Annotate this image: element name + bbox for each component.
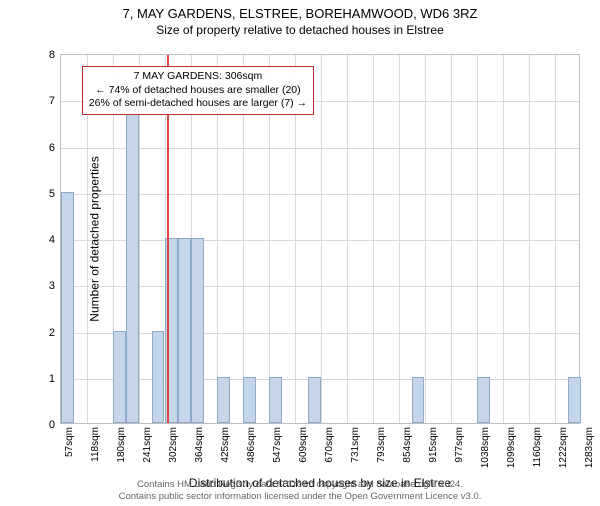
plot-area: 01234567857sqm118sqm180sqm241sqm302sqm36… — [60, 54, 580, 424]
histogram-bar — [152, 331, 165, 424]
x-tick-label: 1099sqm — [506, 427, 517, 468]
chart-subtitle: Size of property relative to detached ho… — [0, 23, 600, 37]
histogram-bar — [412, 377, 425, 423]
x-tick-label: 670sqm — [324, 427, 335, 463]
grid-line-v — [347, 55, 348, 423]
y-tick-label: 0 — [49, 419, 55, 431]
histogram-bar — [126, 99, 139, 423]
annotation-box: 7 MAY GARDENS: 306sqm← 74% of detached h… — [82, 66, 314, 115]
y-axis-label: Number of detached properties — [88, 156, 102, 321]
chart-title: 7, MAY GARDENS, ELSTREE, BOREHAMWOOD, WD… — [0, 6, 600, 21]
x-tick-label: 547sqm — [272, 427, 283, 463]
x-tick-label: 793sqm — [376, 427, 387, 463]
x-tick-label: 425sqm — [220, 427, 231, 463]
histogram-bar — [243, 377, 256, 423]
y-tick-label: 2 — [49, 327, 55, 339]
x-tick-label: 302sqm — [168, 427, 179, 463]
annotation-line: 7 MAY GARDENS: 306sqm — [89, 70, 307, 84]
histogram-bar — [568, 377, 581, 423]
x-tick-label: 1160sqm — [532, 427, 543, 467]
x-tick-label: 1038sqm — [480, 427, 491, 468]
x-tick-label: 486sqm — [246, 427, 257, 463]
x-tick-label: 609sqm — [298, 427, 309, 463]
x-tick-label: 977sqm — [454, 427, 465, 463]
grid-line-v — [555, 55, 556, 423]
annotation-line: 26% of semi-detached houses are larger (… — [89, 97, 307, 111]
y-tick-label: 6 — [49, 142, 55, 154]
x-tick-label: 854sqm — [402, 427, 413, 463]
histogram-bar — [178, 238, 191, 423]
footer-line-2: Contains public sector information licen… — [0, 491, 600, 503]
x-tick-label: 915sqm — [428, 427, 439, 463]
x-tick-label: 118sqm — [90, 427, 101, 462]
y-tick-label: 3 — [49, 280, 55, 292]
grid-line-v — [321, 55, 322, 423]
grid-line-v — [373, 55, 374, 423]
x-tick-label: 1283sqm — [584, 427, 595, 468]
grid-line-v — [529, 55, 530, 423]
x-tick-label: 1222sqm — [558, 427, 569, 468]
grid-line-v — [503, 55, 504, 423]
chart-area: 01234567857sqm118sqm180sqm241sqm302sqm36… — [60, 54, 580, 424]
histogram-bar — [217, 377, 230, 423]
grid-line-v — [425, 55, 426, 423]
x-tick-label: 731sqm — [350, 427, 361, 463]
y-tick-label: 7 — [49, 95, 55, 107]
annotation-line: ← 74% of detached houses are smaller (20… — [89, 84, 307, 98]
grid-line-v — [451, 55, 452, 423]
grid-line-v — [477, 55, 478, 423]
histogram-bar — [113, 331, 126, 424]
y-tick-label: 4 — [49, 234, 55, 246]
grid-line-v — [399, 55, 400, 423]
histogram-bar — [308, 377, 321, 423]
x-tick-label: 241sqm — [142, 427, 153, 463]
histogram-bar — [61, 192, 74, 423]
histogram-bar — [477, 377, 490, 423]
histogram-bar — [191, 238, 204, 423]
y-tick-label: 8 — [49, 49, 55, 61]
x-tick-label: 364sqm — [194, 427, 205, 463]
footer-line-1: Contains HM Land Registry data © Crown c… — [0, 479, 600, 491]
footer: Contains HM Land Registry data © Crown c… — [0, 479, 600, 503]
y-tick-label: 5 — [49, 188, 55, 200]
histogram-bar — [269, 377, 282, 423]
x-tick-label: 180sqm — [116, 427, 127, 463]
x-tick-label: 57sqm — [64, 427, 75, 457]
y-tick-label: 1 — [49, 373, 55, 385]
